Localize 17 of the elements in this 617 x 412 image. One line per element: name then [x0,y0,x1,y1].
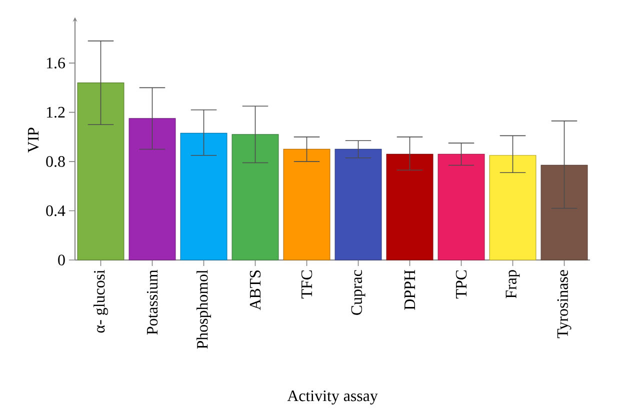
x-tick-label: ABTS [250,270,261,310]
x-tick-label: TFC [301,270,312,298]
y-tick-label: 0.4 [46,205,66,216]
x-tick-label: Cuprac [351,270,366,315]
x-tick-label: Phosphomol [196,270,211,349]
x-tick-label: α- glucosi [94,270,108,333]
x-tick-label: DPPH [404,270,415,310]
y-tick-label: 1.6 [46,58,66,68]
x-tick-label: Potassium [146,270,158,335]
x-tick-label: Tyrosinase [557,270,572,338]
y-tick-label: 1.2 [46,106,65,118]
y-tick-label: 0.8 [46,156,65,167]
y-axis-title: VIP [28,128,39,153]
x-axis-title: Activity assay [287,390,378,404]
x-tick-label: Frap [506,270,520,298]
x-tick-label: TPC [456,270,467,298]
y-tick-label: 0 [58,254,65,266]
